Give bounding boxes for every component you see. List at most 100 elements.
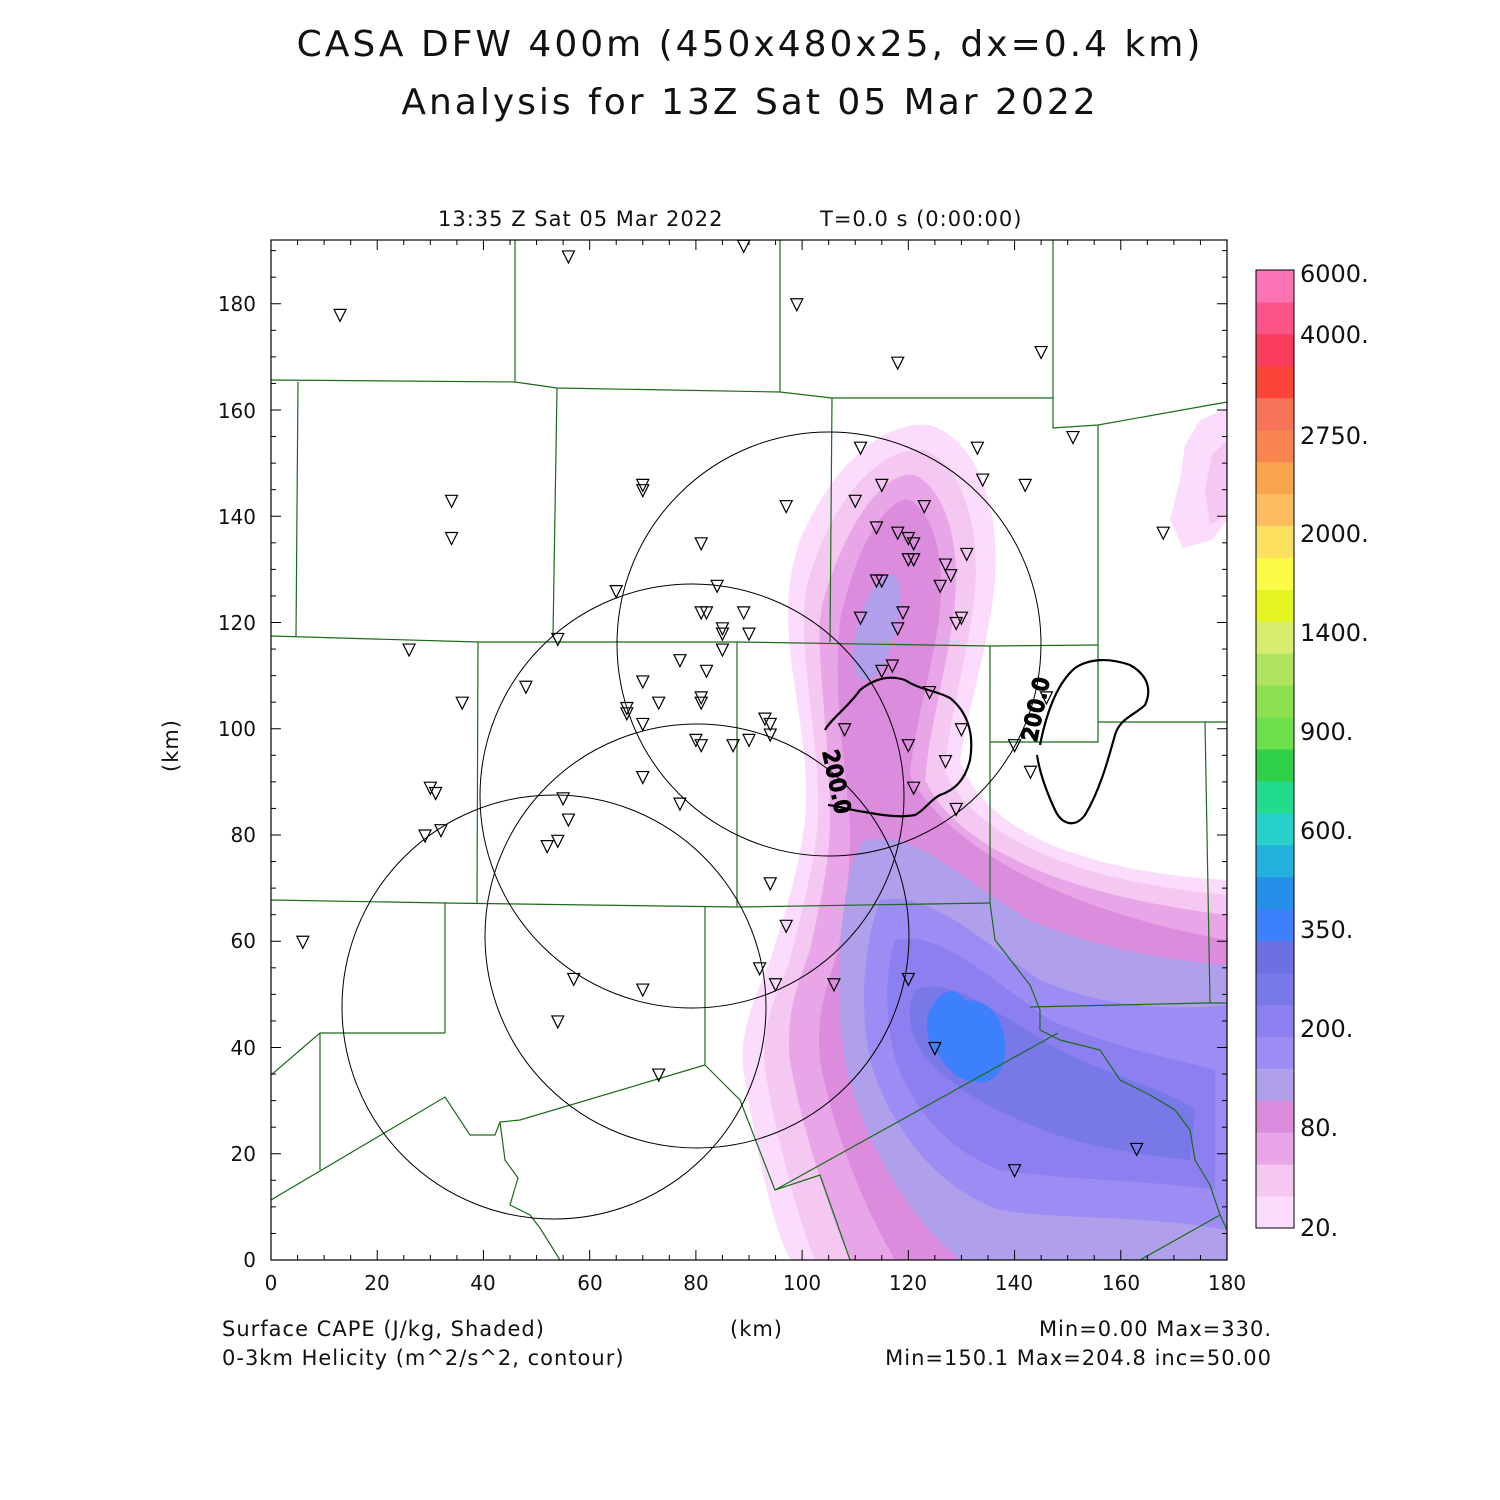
x-tick-label: 20 <box>364 1271 389 1295</box>
station-marker <box>736 606 751 621</box>
station-marker <box>1129 1142 1144 1157</box>
station-marker <box>853 611 868 626</box>
county-boundaries <box>271 240 1227 1260</box>
colorbar-swatch <box>1256 876 1294 910</box>
colorbar-swatch <box>1256 1100 1294 1133</box>
chart-title: CASA DFW 400m (450x480x25, dx=0.4 km) <box>296 24 1204 65</box>
y-tick-label: 80 <box>231 823 256 847</box>
station-marker <box>550 1015 565 1030</box>
station-marker <box>763 728 778 743</box>
station-marker <box>906 553 921 568</box>
station-marker <box>726 739 741 754</box>
station-marker <box>874 574 889 589</box>
station-marker <box>635 484 650 499</box>
station-marker <box>444 494 459 509</box>
colorbar-label: 6000. <box>1300 260 1369 288</box>
colorbar-swatch <box>1256 397 1294 431</box>
y-tick-label: 180 <box>218 292 256 316</box>
colorbar-label: 4000. <box>1300 321 1369 349</box>
station-marker <box>896 606 910 621</box>
y-tick-label: 140 <box>218 505 256 529</box>
colorbar-swatch <box>1256 301 1294 335</box>
station-marker <box>333 308 348 323</box>
axis-ticks <box>270 240 1228 1261</box>
cape-shade-ne-patch-inner <box>1205 440 1227 525</box>
x-tick-label: 120 <box>889 1271 927 1295</box>
station-marker <box>550 834 565 849</box>
x-tick-label: 100 <box>783 1271 821 1295</box>
station-marker <box>906 537 921 552</box>
y-tick-label: 160 <box>218 399 256 423</box>
station-marker <box>901 531 916 546</box>
colorbar-swatch <box>1256 270 1294 303</box>
y-tick-label: 20 <box>231 1142 256 1166</box>
station-marker <box>699 664 714 679</box>
cape-shade-peak <box>926 991 1006 1083</box>
station-marker <box>672 654 687 669</box>
colorbar-swatch <box>1256 557 1294 590</box>
station-marker <box>609 585 624 599</box>
station-marker <box>715 627 730 642</box>
station-marker <box>715 643 730 658</box>
station-marker <box>1156 526 1171 541</box>
station-marker <box>874 478 889 493</box>
station-marker <box>1007 1164 1022 1179</box>
station-marker <box>295 935 310 950</box>
station-marker <box>619 707 634 722</box>
station-marker <box>455 696 470 711</box>
station-marker <box>694 537 709 552</box>
station-marker <box>975 473 990 488</box>
colorbar-swatch <box>1256 333 1294 367</box>
station-marker <box>635 983 650 998</box>
helicity-contour-east <box>1035 659 1150 825</box>
station-marker <box>906 781 921 796</box>
x-tick-label: 40 <box>470 1271 495 1295</box>
station-marker <box>694 696 709 711</box>
colorbar-swatch <box>1256 685 1294 718</box>
station-marker <box>619 701 634 716</box>
colorbar-swatch <box>1256 1164 1294 1197</box>
station-marker <box>949 802 964 817</box>
colorbar-swatch <box>1256 493 1294 526</box>
colorbar-swatch <box>1256 908 1294 942</box>
station-marker <box>699 606 714 621</box>
station-marker <box>540 840 555 854</box>
cape-shade-level5 <box>853 574 901 681</box>
colorbar-label: 200. <box>1300 1015 1353 1043</box>
station-marker <box>827 978 841 993</box>
station-marker <box>901 972 916 987</box>
station-marker <box>1039 691 1054 706</box>
colorbar-swatch <box>1256 844 1294 878</box>
station-marker <box>1007 739 1022 754</box>
station-marker <box>901 739 916 754</box>
station-marker <box>943 569 958 584</box>
station-marker <box>763 877 778 892</box>
station-marker <box>922 685 937 700</box>
colorbar-swatch <box>1256 1068 1294 1101</box>
station-marker <box>954 611 969 626</box>
station-marker <box>757 712 772 727</box>
station-marker <box>779 919 794 934</box>
colorbar-label: 2000. <box>1300 520 1369 548</box>
y-axis-label: (km) <box>159 719 183 772</box>
station-marker <box>938 558 953 573</box>
colorbar-swatch <box>1256 461 1294 495</box>
station-marker <box>1066 430 1080 445</box>
x-axis: 0 20 40 60 80 100 120 140 160 180 <box>265 1271 1246 1295</box>
colorbar-label: 80. <box>1300 1114 1338 1142</box>
colorbar-label: 2750. <box>1300 422 1369 450</box>
station-marker <box>959 547 974 562</box>
radar-ring-4 <box>341 794 767 1220</box>
cape-field-label: Surface CAPE (J/kg, Shaded) <box>222 1317 545 1341</box>
station-marker <box>1018 478 1033 493</box>
x-tick-label: 80 <box>683 1271 708 1295</box>
x-tick-label: 0 <box>265 1271 278 1295</box>
station-marker <box>428 786 443 801</box>
station-marker <box>1034 345 1049 360</box>
station-marker <box>635 717 650 732</box>
station-marker <box>763 717 778 732</box>
station-marker <box>917 500 932 514</box>
station-marker <box>874 664 889 679</box>
colorbar-frame <box>1255 269 1295 1229</box>
